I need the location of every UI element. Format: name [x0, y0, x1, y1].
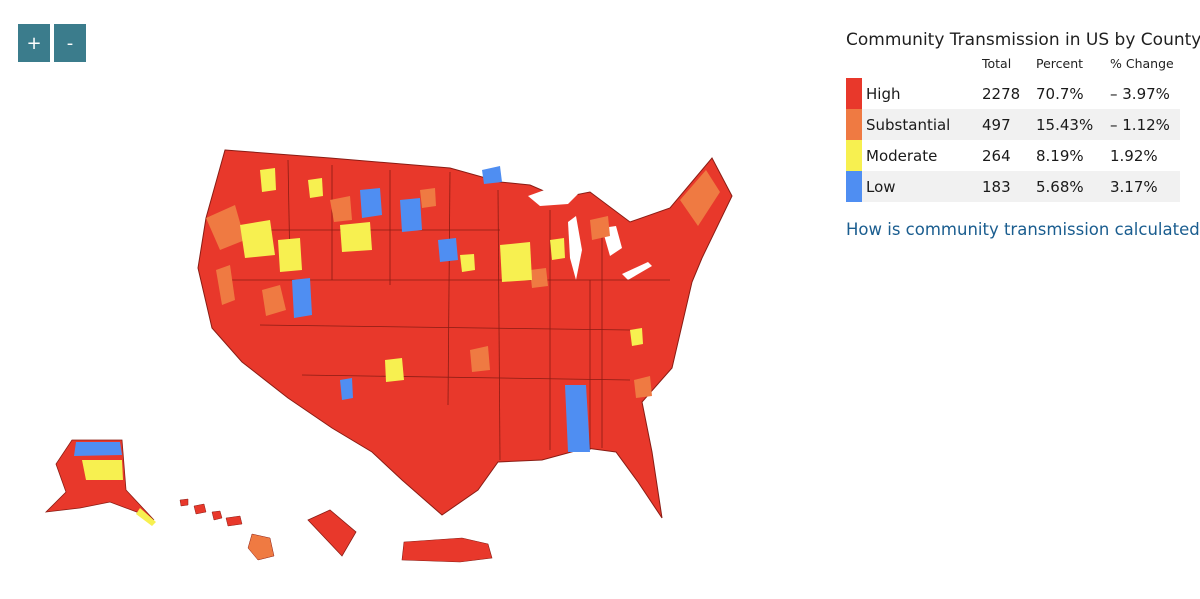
legend-label: High	[866, 84, 901, 103]
legend-change: – 3.97%	[1110, 84, 1170, 103]
zoom-out-button[interactable]: -	[54, 24, 86, 62]
legend-percent: 5.68%	[1032, 171, 1106, 202]
legend-change: 3.17%	[1106, 171, 1180, 202]
legend-total: 183	[978, 171, 1032, 202]
contiguous-us[interactable]	[197, 149, 733, 519]
zoom-controls: + -	[18, 24, 86, 62]
lake-erie	[622, 262, 652, 280]
legend-percent: 15.43%	[1032, 109, 1106, 140]
legend-percent: 8.19%	[1036, 146, 1084, 165]
us-county-map[interactable]	[30, 130, 760, 590]
legend-row-moderate[interactable]: Moderate 264 8.19% 1.92%	[846, 140, 1180, 171]
calculation-info-link[interactable]: How is community transmission calculated…	[846, 220, 1200, 239]
substantial-counties[interactable]	[206, 170, 720, 398]
column-header-percent: Percent	[1036, 56, 1084, 71]
legend-table: Total Percent % Change High 2278 70.7% –…	[846, 56, 1180, 202]
legend-label: Low	[862, 171, 978, 202]
legend-total: 2278	[982, 84, 1021, 103]
lake-superior	[528, 188, 578, 206]
legend-panel: Community Transmission in US by County T…	[846, 30, 1200, 239]
column-header-total: Total	[982, 56, 1012, 71]
alaska[interactable]	[44, 439, 156, 526]
puerto-rico[interactable]	[401, 537, 493, 563]
legend-row-low[interactable]: Low 183 5.68% 3.17%	[846, 171, 1180, 202]
legend-row-high[interactable]: High 2278 70.7% – 3.97%	[846, 78, 1180, 109]
swatch-low	[846, 171, 862, 202]
low-counties[interactable]	[292, 166, 590, 452]
swatch-moderate	[846, 140, 862, 171]
legend-total: 497	[978, 109, 1032, 140]
legend-change: 1.92%	[1110, 146, 1158, 165]
legend-label: Moderate	[866, 146, 938, 165]
swatch-high	[846, 78, 862, 109]
legend-total: 264	[982, 146, 1011, 165]
territory-red[interactable]	[307, 509, 357, 557]
zoom-in-button[interactable]: +	[18, 24, 50, 62]
legend-change: – 1.12%	[1106, 109, 1180, 140]
column-header-change: % Change	[1110, 56, 1174, 71]
map-svg[interactable]	[30, 130, 760, 590]
moderate-counties[interactable]	[240, 168, 643, 382]
legend-row-substantial[interactable]: Substantial 497 15.43% – 1.12%	[846, 109, 1180, 140]
hawaii[interactable]	[179, 498, 275, 561]
swatch-substantial	[846, 109, 862, 140]
legend-percent: 70.7%	[1036, 84, 1084, 103]
lake-michigan	[568, 216, 582, 280]
legend-title: Community Transmission in US by County	[846, 30, 1200, 50]
legend-label: Substantial	[862, 109, 978, 140]
